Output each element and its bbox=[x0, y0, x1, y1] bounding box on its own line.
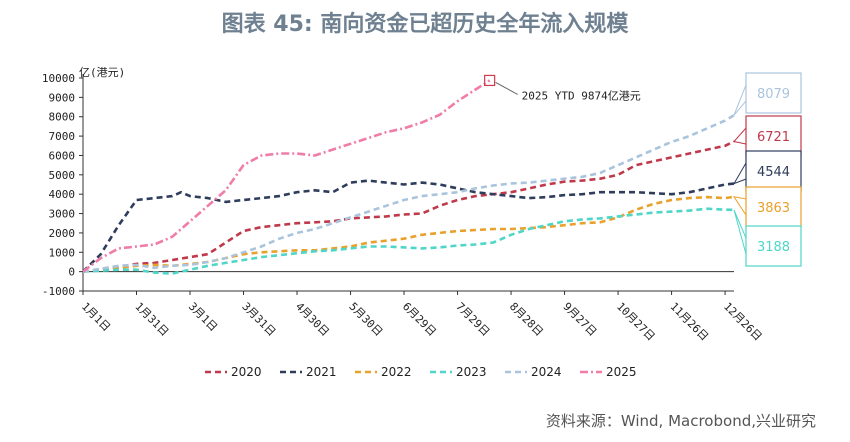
series-line-2022 bbox=[82, 195, 735, 273]
y-tick-label: 2000 bbox=[49, 227, 76, 240]
y-tick-label: 5000 bbox=[49, 169, 76, 182]
end-label-box bbox=[745, 150, 802, 192]
annotation-marker bbox=[484, 74, 496, 87]
end-label-box bbox=[745, 72, 802, 114]
x-tick-label: 12月26日 bbox=[721, 300, 764, 343]
end-label-pointer bbox=[732, 196, 747, 217]
x-tick-label: 6月29日 bbox=[400, 300, 439, 339]
end-label-pointer bbox=[733, 209, 747, 255]
y-tick-label: 9000 bbox=[49, 91, 76, 104]
annotation-leader bbox=[495, 82, 518, 95]
x-tick-label: 10月27日 bbox=[614, 300, 657, 343]
y-tick-label: -1000 bbox=[42, 285, 75, 298]
series-line-2023 bbox=[82, 207, 735, 275]
end-label-pointer bbox=[732, 161, 747, 185]
y-tick-label: 7000 bbox=[49, 130, 76, 143]
end-label-box bbox=[745, 225, 802, 267]
y-tick-label: 3000 bbox=[49, 208, 76, 221]
series-line-2024 bbox=[82, 114, 735, 273]
legend-label-2022: 2022 bbox=[381, 365, 412, 379]
end-label-value: 8079 bbox=[757, 87, 790, 102]
end-label-pointer bbox=[733, 126, 747, 145]
series-line-2021 bbox=[82, 179, 735, 273]
series-line-2020 bbox=[82, 140, 735, 273]
y-tick-label: 6000 bbox=[49, 149, 76, 162]
y-axis-label: 亿(港元) bbox=[79, 66, 125, 79]
x-tick-label: 7月29日 bbox=[453, 300, 492, 339]
y-tick-label: 8000 bbox=[49, 111, 76, 124]
x-tick-label: 8月28日 bbox=[507, 300, 546, 339]
x-tick-label: 4月30日 bbox=[293, 300, 332, 339]
chart-title: 图表 45: 南向资金已超历史全年流入规模 bbox=[221, 12, 629, 37]
y-tick-label: 10000 bbox=[42, 72, 75, 85]
x-tick-label: 3月1日 bbox=[186, 300, 220, 334]
y-tick-label: 1000 bbox=[49, 246, 76, 259]
series-line-2025 bbox=[82, 79, 491, 273]
end-label-value: 3188 bbox=[757, 240, 790, 255]
end-label-value: 6721 bbox=[757, 130, 790, 145]
y-tick-label: 4000 bbox=[49, 188, 76, 201]
x-tick-label: 1月31日 bbox=[132, 300, 171, 339]
legend-label-2021: 2021 bbox=[306, 365, 337, 379]
end-label-value: 3863 bbox=[757, 201, 790, 216]
end-label-box bbox=[745, 115, 802, 157]
x-tick-label: 1月1日 bbox=[79, 300, 113, 334]
y-tick-label: 0 bbox=[68, 266, 75, 279]
x-tick-label: 5月30日 bbox=[346, 300, 385, 339]
end-label-value: 4544 bbox=[757, 165, 790, 180]
legend-label-2025: 2025 bbox=[606, 365, 637, 379]
legend-label-2023: 2023 bbox=[456, 365, 487, 379]
legend-label-2020: 2020 bbox=[231, 365, 262, 379]
end-label-pointer bbox=[733, 84, 747, 116]
x-tick-label: 11月26日 bbox=[667, 300, 710, 343]
x-tick-label: 3月31日 bbox=[239, 300, 278, 339]
annotation-label: 2025 YTD 9874亿港元 bbox=[522, 89, 641, 102]
source-note: 资料来源：Wind, Macrobond,兴业研究 bbox=[545, 412, 816, 430]
legend-label-2024: 2024 bbox=[531, 365, 562, 379]
x-tick-label: 9月27日 bbox=[560, 300, 599, 339]
